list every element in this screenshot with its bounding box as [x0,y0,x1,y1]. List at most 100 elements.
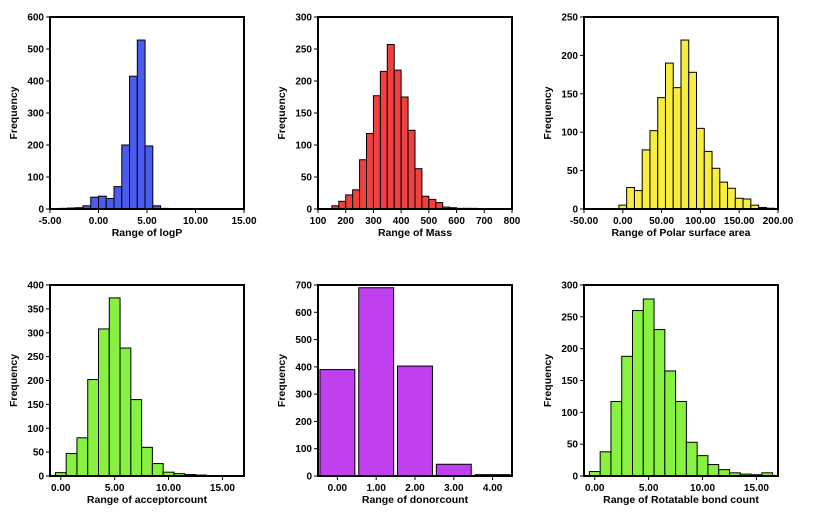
histogram-bar [98,328,110,477]
y-tick-label: 250 [295,45,312,56]
histogram-bar [703,150,713,210]
histogram-bar [653,329,666,477]
x-tick-label: 100 [310,216,327,227]
y-tick-label: 150 [561,89,578,100]
histogram-bar [98,195,107,210]
histogram-bar [664,370,677,477]
x-tick-label: 2.00 [405,483,425,494]
x-tick-label: 5.00 [639,483,659,494]
x-axis-title: Range of acceptorcount [87,494,208,506]
y-tick-label: 200 [27,141,44,152]
histogram-bar [90,196,99,210]
y-tick-label: 0 [306,205,312,216]
y-tick-label: 0 [38,472,44,483]
histogram-bar [393,69,402,210]
y-axis-title: Frequency [8,86,20,139]
y-tick-label: 0 [572,205,578,216]
x-tick-label: 0.00 [613,216,633,227]
histogram-bar [141,446,153,477]
x-tick-label: 800 [504,216,521,227]
x-tick-label: 4.00 [483,483,503,494]
histogram-bar [727,187,736,210]
x-tick-label: 15.00 [231,216,256,227]
y-tick-label: 200 [561,344,578,355]
histogram-bar [130,399,143,477]
y-tick-label: 300 [561,281,578,292]
histogram-bar [338,200,347,210]
histogram-bar [626,187,635,210]
histogram-bar [108,297,121,477]
histogram-bar [734,197,744,210]
histogram-bar [359,159,368,210]
histogram-bar [675,401,687,477]
histogram-bar [599,451,612,477]
histogram-bar [352,189,361,210]
y-tick-label: 100 [561,128,578,139]
x-tick-label: 0.00 [89,216,109,227]
y-tick-label: 150 [27,400,44,411]
x-axis-title: Range of Polar surface area [612,227,751,239]
histogram-bar [65,453,78,477]
histogram-bar [421,195,430,210]
y-tick-label: 250 [561,13,578,24]
histogram-bar [633,190,643,210]
x-axis-title: Range of Mass [378,227,452,239]
x-tick-label: 15.00 [210,483,235,494]
x-tick-label: 10.00 [690,483,715,494]
y-tick-label: 100 [295,444,312,455]
histogram-bar [428,198,437,210]
y-tick-label: 50 [301,173,313,184]
histogram-bar [358,287,395,477]
histogram-bar [407,129,416,210]
histogram-bar [641,149,651,210]
y-tick-label: 150 [561,376,578,387]
histogram-bar [76,437,89,477]
y-tick-label: 0 [306,472,312,483]
y-axis-title: Frequency [276,354,288,407]
y-tick-label: 300 [27,328,44,339]
y-tick-label: 100 [295,141,312,152]
x-tick-label: 0.00 [585,483,605,494]
x-tick-label: 700 [476,216,493,227]
y-axis-title: Frequency [276,86,288,139]
histogram-bar [144,145,154,210]
histogram-bar [105,197,115,210]
x-tick-label: 200.00 [763,216,794,227]
histogram-panel-3: 0 50 100 150 200 250 -50.00 0.00 50.00 100.00 150.… [542,13,794,240]
histogram-bar [672,87,682,210]
y-tick-label: 0 [572,472,578,483]
x-tick-label: 50.00 [649,216,674,227]
x-tick-label: 0.00 [51,483,71,494]
x-axis-title: Range of logP [112,227,183,239]
histogram-bar [121,144,131,210]
histogram-bar [319,369,356,477]
x-tick-label: 100.00 [685,216,716,227]
histogram-bar [386,44,395,210]
histogram-bar [707,464,720,477]
y-tick-label: 50 [567,440,579,451]
y-tick-label: 600 [295,308,312,319]
histogram-bar [632,309,644,477]
x-tick-label: 300 [365,216,382,227]
y-tick-label: 300 [295,13,312,24]
y-tick-label: 700 [295,281,312,292]
histogram-panel-2: 0 50 100 150 200 250 300 100 200 300 400 500 600 700 8… [276,13,521,240]
histogram-bar [610,401,623,477]
y-tick-label: 400 [27,281,44,292]
x-tick-label: 400 [393,216,410,227]
y-tick-label: 400 [27,77,44,88]
y-axis-title: Frequency [542,354,554,407]
y-tick-label: 50 [567,166,579,177]
histogram-bar [129,75,138,210]
y-tick-label: 50 [33,448,45,459]
histogram-bar [742,198,752,210]
y-tick-label: 400 [295,362,312,373]
histogram-bar [696,455,709,477]
x-tick-label: 5.00 [137,216,157,227]
y-tick-label: 250 [561,312,578,323]
histogram-bar [435,463,472,477]
histogram-bar [657,97,666,210]
y-tick-label: 500 [295,335,312,346]
y-tick-label: 350 [27,304,44,315]
x-tick-label: -50.00 [570,216,599,227]
